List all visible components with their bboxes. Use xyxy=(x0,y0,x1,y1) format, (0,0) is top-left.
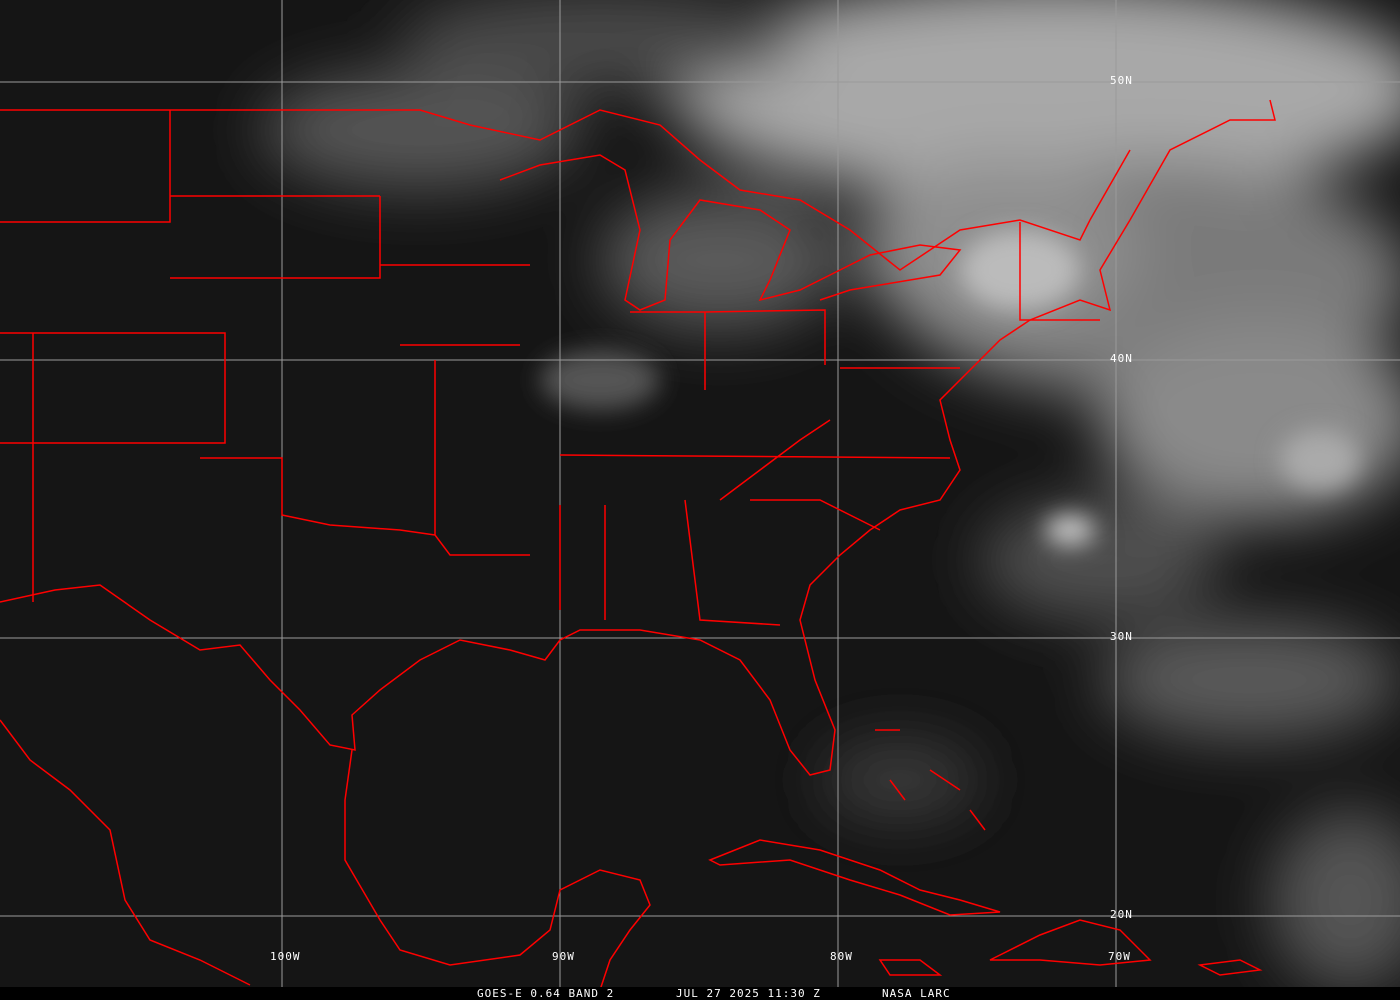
longitude-label-100w: 100W xyxy=(270,950,301,963)
latitude-label-30n: 30N xyxy=(1110,630,1133,643)
longitude-label-80w: 80W xyxy=(830,950,853,963)
caption-datetime: JUL 27 2025 11:30 Z xyxy=(676,987,821,1000)
longitude-label-70w: 70W xyxy=(1108,950,1131,963)
cloud-layer xyxy=(260,0,1400,990)
latitude-label-20n: 20N xyxy=(1110,908,1133,921)
latitude-label-40n: 40N xyxy=(1110,352,1133,365)
political-borders xyxy=(0,99,1276,991)
latitude-label-50n: 50N xyxy=(1110,74,1133,87)
caption-source: NASA LARC xyxy=(882,987,951,1000)
image-caption-bar: GOES-E 0.64 BAND 2 JUL 27 2025 11:30 Z N… xyxy=(0,987,1400,1000)
caption-product: GOES-E 0.64 BAND 2 xyxy=(477,987,615,1000)
longitude-label-90w: 90W xyxy=(552,950,575,963)
